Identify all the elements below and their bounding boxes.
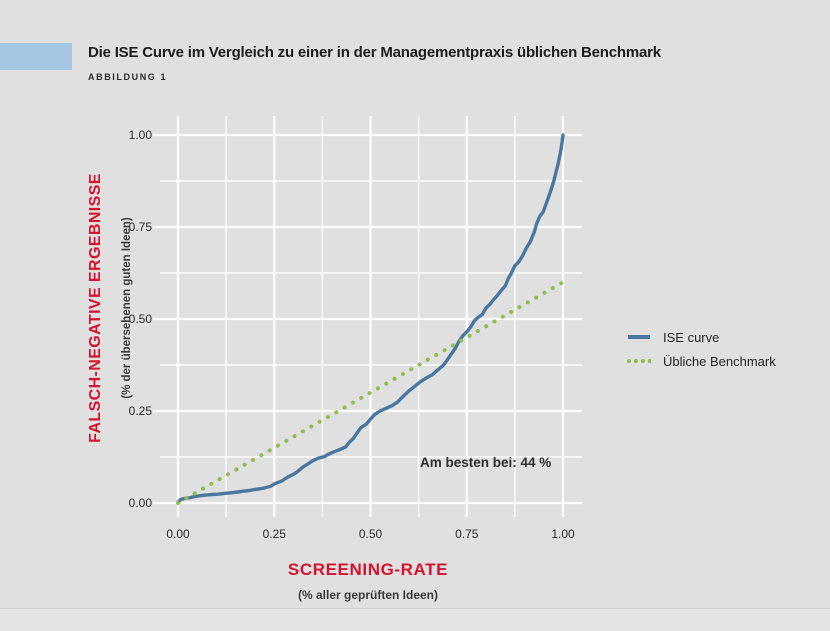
- y-tick-label: 0.25: [129, 404, 153, 418]
- tick-labels: 0.00 0.25 0.50 0.75 1.00 0.00 0.25 0.50 0.75 1.00: [129, 128, 575, 541]
- legend-label: ISE curve: [663, 329, 720, 345]
- best-at-annotation: Am besten bei: 44 %: [420, 455, 552, 470]
- y-axis-label: FALSCH-NEGATIVE ERGEBNISSE: [87, 173, 104, 443]
- y-axis-sublabel: (% der übersehenen guten Ideen): [121, 217, 133, 399]
- solid-line-swatch-icon: [628, 335, 650, 339]
- figure-number-label: ABBILDUNG 1: [88, 72, 168, 82]
- y-tick-label: 0.00: [129, 496, 153, 510]
- x-tick-label: 0.00: [166, 527, 190, 541]
- y-tick-label: 0.50: [129, 312, 153, 326]
- x-tick-label: 0.75: [455, 527, 479, 541]
- accent-rect: [0, 43, 72, 70]
- x-tick-label: 0.50: [359, 527, 383, 541]
- legend-label: Übliche Benchmark: [663, 353, 776, 369]
- dotted-line-swatch-icon: [627, 359, 651, 363]
- ise-curve-line: [176, 133, 565, 504]
- y-tick-label: 1.00: [129, 128, 153, 142]
- gridlines: [153, 116, 582, 517]
- legend-item-ise-curve: ISE curve: [627, 325, 776, 349]
- figure-title: Die ISE Curve im Vergleich zu einer in d…: [88, 44, 661, 61]
- x-tick-label: 0.25: [263, 527, 287, 541]
- legend-item-benchmark: Übliche Benchmark: [627, 349, 776, 373]
- chart-series: [176, 133, 565, 505]
- x-tick-label: 1.00: [551, 527, 575, 541]
- y-tick-label: 0.75: [129, 220, 153, 234]
- bottom-strip: [0, 608, 830, 631]
- benchmark-line: [176, 280, 565, 505]
- x-axis-label: SCREENING-RATE: [287, 560, 449, 579]
- chart-legend: ISE curve Übliche Benchmark: [627, 325, 776, 373]
- x-axis-sublabel: (% aller geprüften Ideen): [297, 588, 439, 602]
